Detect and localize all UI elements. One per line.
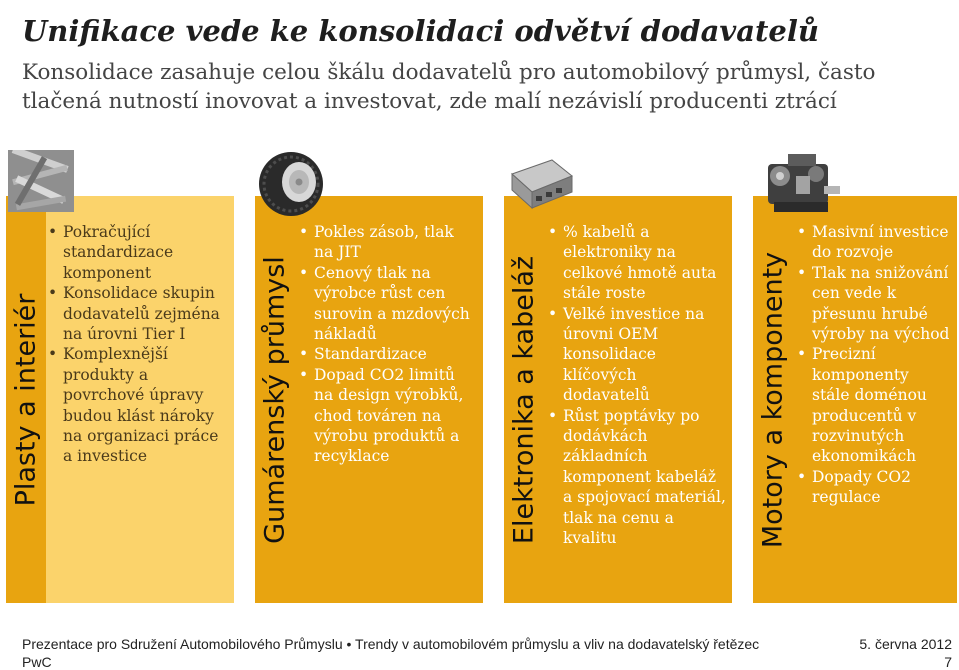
engine-image xyxy=(758,146,844,222)
slide-title: Unifikace vede ke konsolidaci odvětví do… xyxy=(22,14,819,48)
footer-brand: PwC xyxy=(22,654,52,670)
list-item: Cenový tlak na výrobce růst cen surovin … xyxy=(297,263,475,345)
list-item: Velké investice na úrovni OEM konsolidac… xyxy=(546,304,726,406)
column-2-label: Gumárenský průmysl xyxy=(259,255,291,544)
list-item: Dopad CO2 limitů na design výrobků, chod… xyxy=(297,365,475,467)
column-2-bullets: Pokles zásob, tlak na JIT Cenový tlak na… xyxy=(297,222,475,467)
column-1-bullets: Pokračující standardizace komponent Kons… xyxy=(46,222,224,467)
list-item: Pokles zásob, tlak na JIT xyxy=(297,222,475,263)
tire-image xyxy=(257,148,329,218)
list-item: % kabelů a elektroniky na celkové hmotě … xyxy=(546,222,726,304)
list-item: Standardizace xyxy=(297,344,475,365)
list-item: Růst poptávky po dodávkách základních ko… xyxy=(546,406,726,549)
footer-text: Prezentace pro Sdružení Automobilového P… xyxy=(22,636,760,652)
list-item: Dopady CO2 regulace xyxy=(795,467,950,508)
list-item: Masivní investice do rozvoje xyxy=(795,222,950,263)
footer-date: 5. června 2012 xyxy=(859,636,952,652)
list-item: Konsolidace skupin dodavatelů zejména na… xyxy=(46,283,224,344)
column-4-bullets: Masivní investice do rozvoje Tlak na sni… xyxy=(795,222,950,508)
column-3-bullets: % kabelů a elektroniky na celkové hmotě … xyxy=(546,222,726,549)
plastic-parts-image xyxy=(8,146,74,212)
slide-subtitle: Konsolidace zasahuje celou škálu dodavat… xyxy=(22,60,876,114)
list-item: Pokračující standardizace komponent xyxy=(46,222,224,283)
electronic-module-image xyxy=(506,152,576,214)
column-1-label: Plasty a interiér xyxy=(10,293,42,506)
list-item: Komplexnější produkty a povrchové úpravy… xyxy=(46,344,224,466)
list-item: Tlak na snižování cen vede k přesunu hru… xyxy=(795,263,950,345)
column-3-label: Elektronika a kabeláž xyxy=(508,255,540,544)
list-item: Precizní komponenty stále doménou produc… xyxy=(795,344,950,466)
column-1-label-band xyxy=(6,196,46,603)
page-number: 7 xyxy=(944,654,952,670)
column-4-label: Motory a komponenty xyxy=(757,251,789,548)
